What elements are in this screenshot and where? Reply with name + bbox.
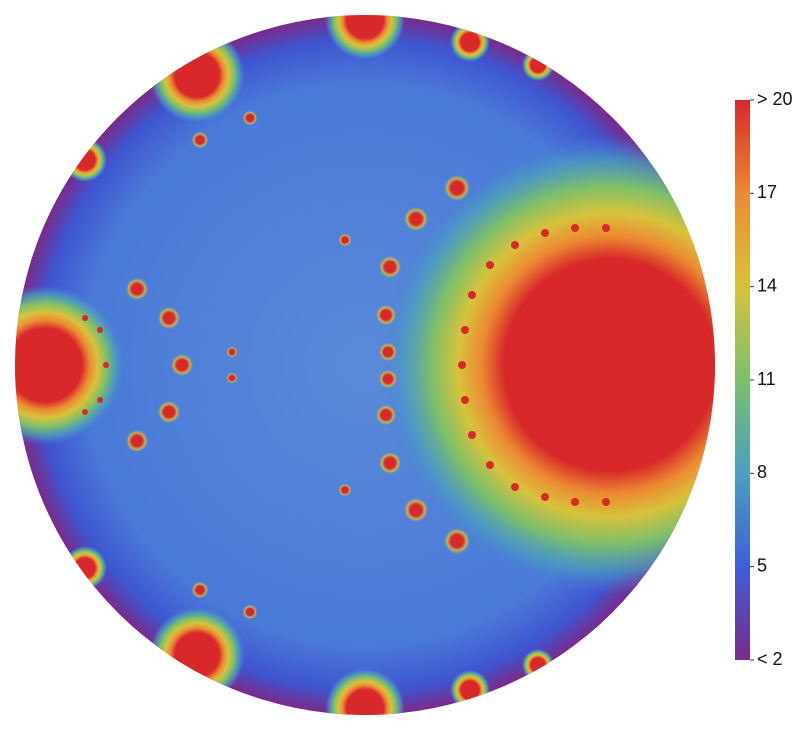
colorbar bbox=[735, 100, 750, 660]
colorbar-tick-label: > 20 bbox=[757, 89, 793, 109]
colorbar-tick-label: 8 bbox=[757, 462, 767, 482]
colorbar-tick-label: 11 bbox=[757, 369, 776, 389]
colorbar-tick-label: < 2 bbox=[757, 649, 783, 669]
colorbar-tick-label: 17 bbox=[757, 182, 777, 202]
colorbar-tick-label: 5 bbox=[757, 555, 767, 575]
colorbar-tick-label: 14 bbox=[757, 275, 777, 295]
